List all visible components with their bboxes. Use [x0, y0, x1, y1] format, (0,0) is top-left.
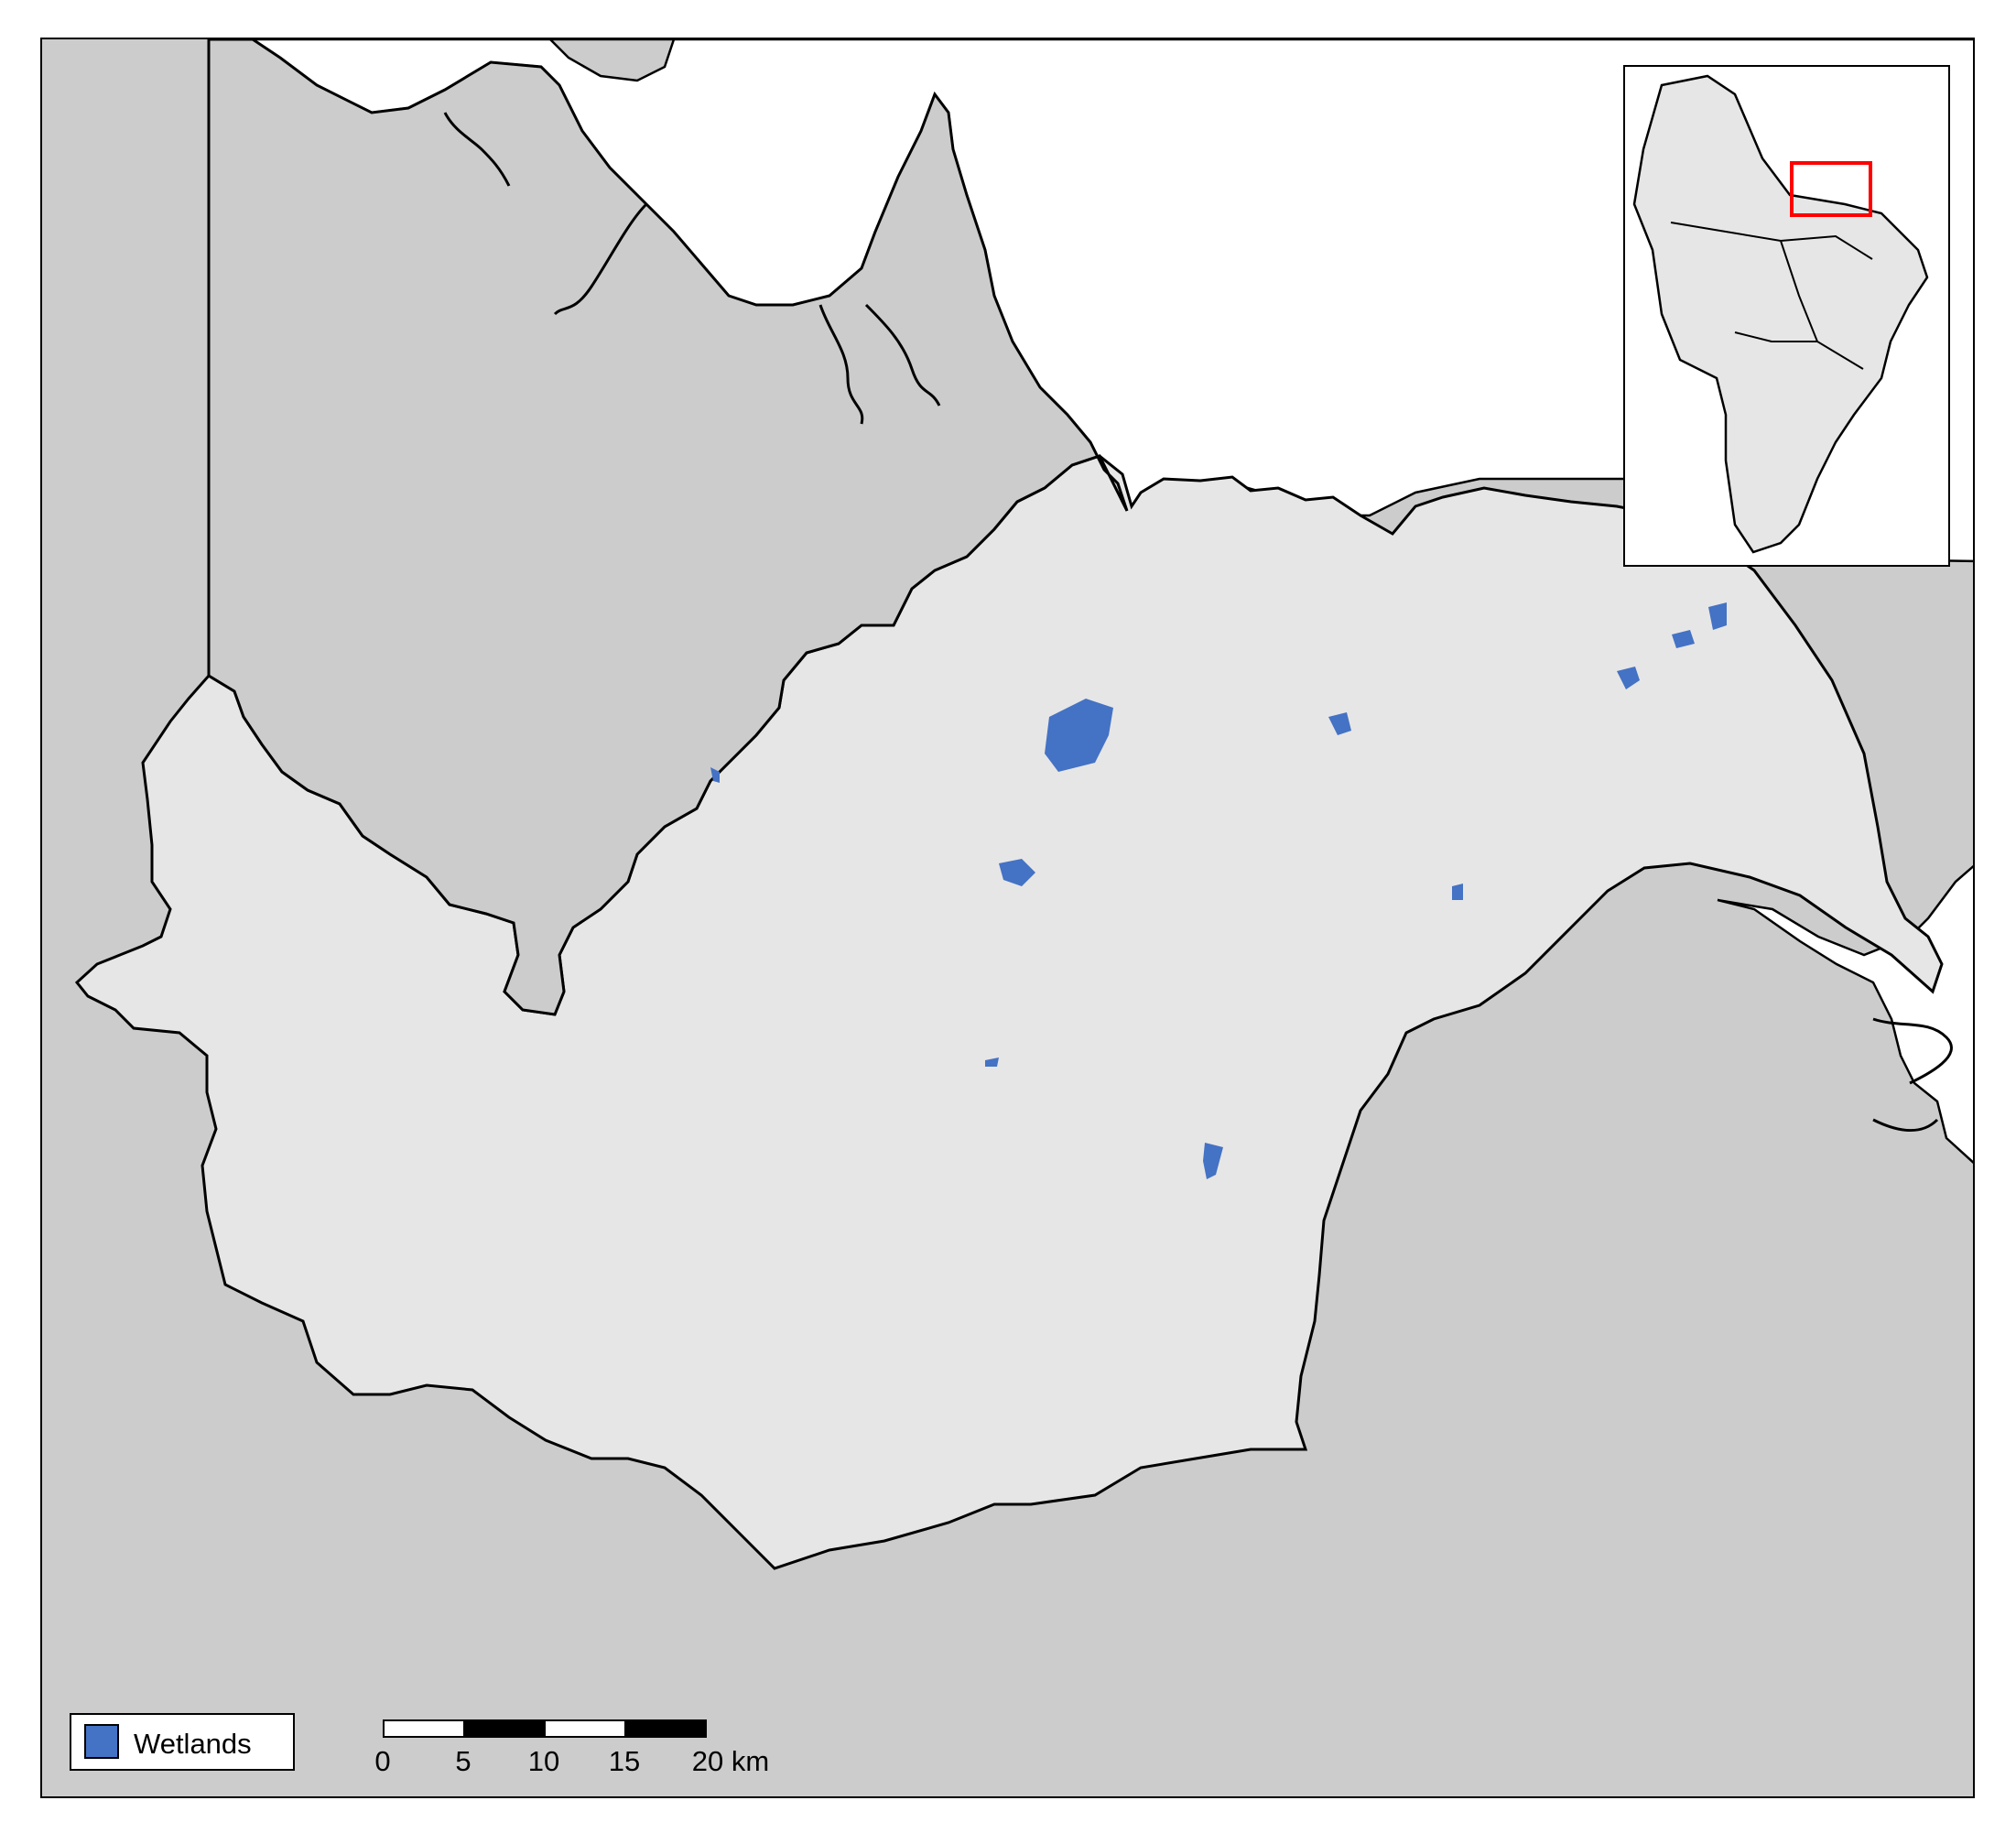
wetland — [985, 1058, 999, 1067]
legend: Wetlands — [70, 1713, 295, 1771]
inset-canvas — [1625, 67, 1948, 565]
river — [443, 112, 511, 187]
wetlands-swatch — [84, 1724, 119, 1759]
scale-tick: 0 — [374, 1745, 391, 1777]
wetland — [1452, 884, 1463, 900]
wetland — [999, 859, 1035, 886]
main-map[interactable] — [40, 38, 1975, 1798]
wetland — [1672, 630, 1695, 648]
wetland — [1617, 667, 1640, 689]
scale-segment — [463, 1719, 546, 1738]
inset-region — [1632, 74, 1929, 554]
inset-boundaries — [1670, 222, 1873, 370]
wetland — [1708, 602, 1727, 630]
scale-segment — [544, 1719, 626, 1738]
wetland — [1045, 699, 1113, 772]
locator-inset[interactable] — [1623, 65, 1950, 567]
river — [1872, 1118, 1939, 1133]
inset-highlight-box — [1790, 161, 1872, 217]
wetland — [1328, 712, 1351, 735]
river — [818, 304, 864, 425]
wetland — [1203, 1143, 1223, 1179]
scale-segment — [383, 1719, 465, 1738]
scale-tick: 20 km — [691, 1745, 770, 1777]
scale-tick: 15 — [608, 1745, 641, 1777]
scale-tick: 10 — [527, 1745, 560, 1777]
river — [864, 303, 941, 407]
wetland — [710, 767, 720, 783]
island — [548, 39, 676, 82]
scale-bar: 0 5 10 15 20 km — [374, 1719, 786, 1793]
legend-label-wetlands: Wetlands — [134, 1728, 252, 1760]
scale-tick: 5 — [455, 1745, 471, 1777]
river — [553, 202, 648, 316]
river — [1872, 1017, 1953, 1085]
wetlands-layer — [710, 602, 1727, 1179]
scale-segment — [624, 1719, 707, 1738]
